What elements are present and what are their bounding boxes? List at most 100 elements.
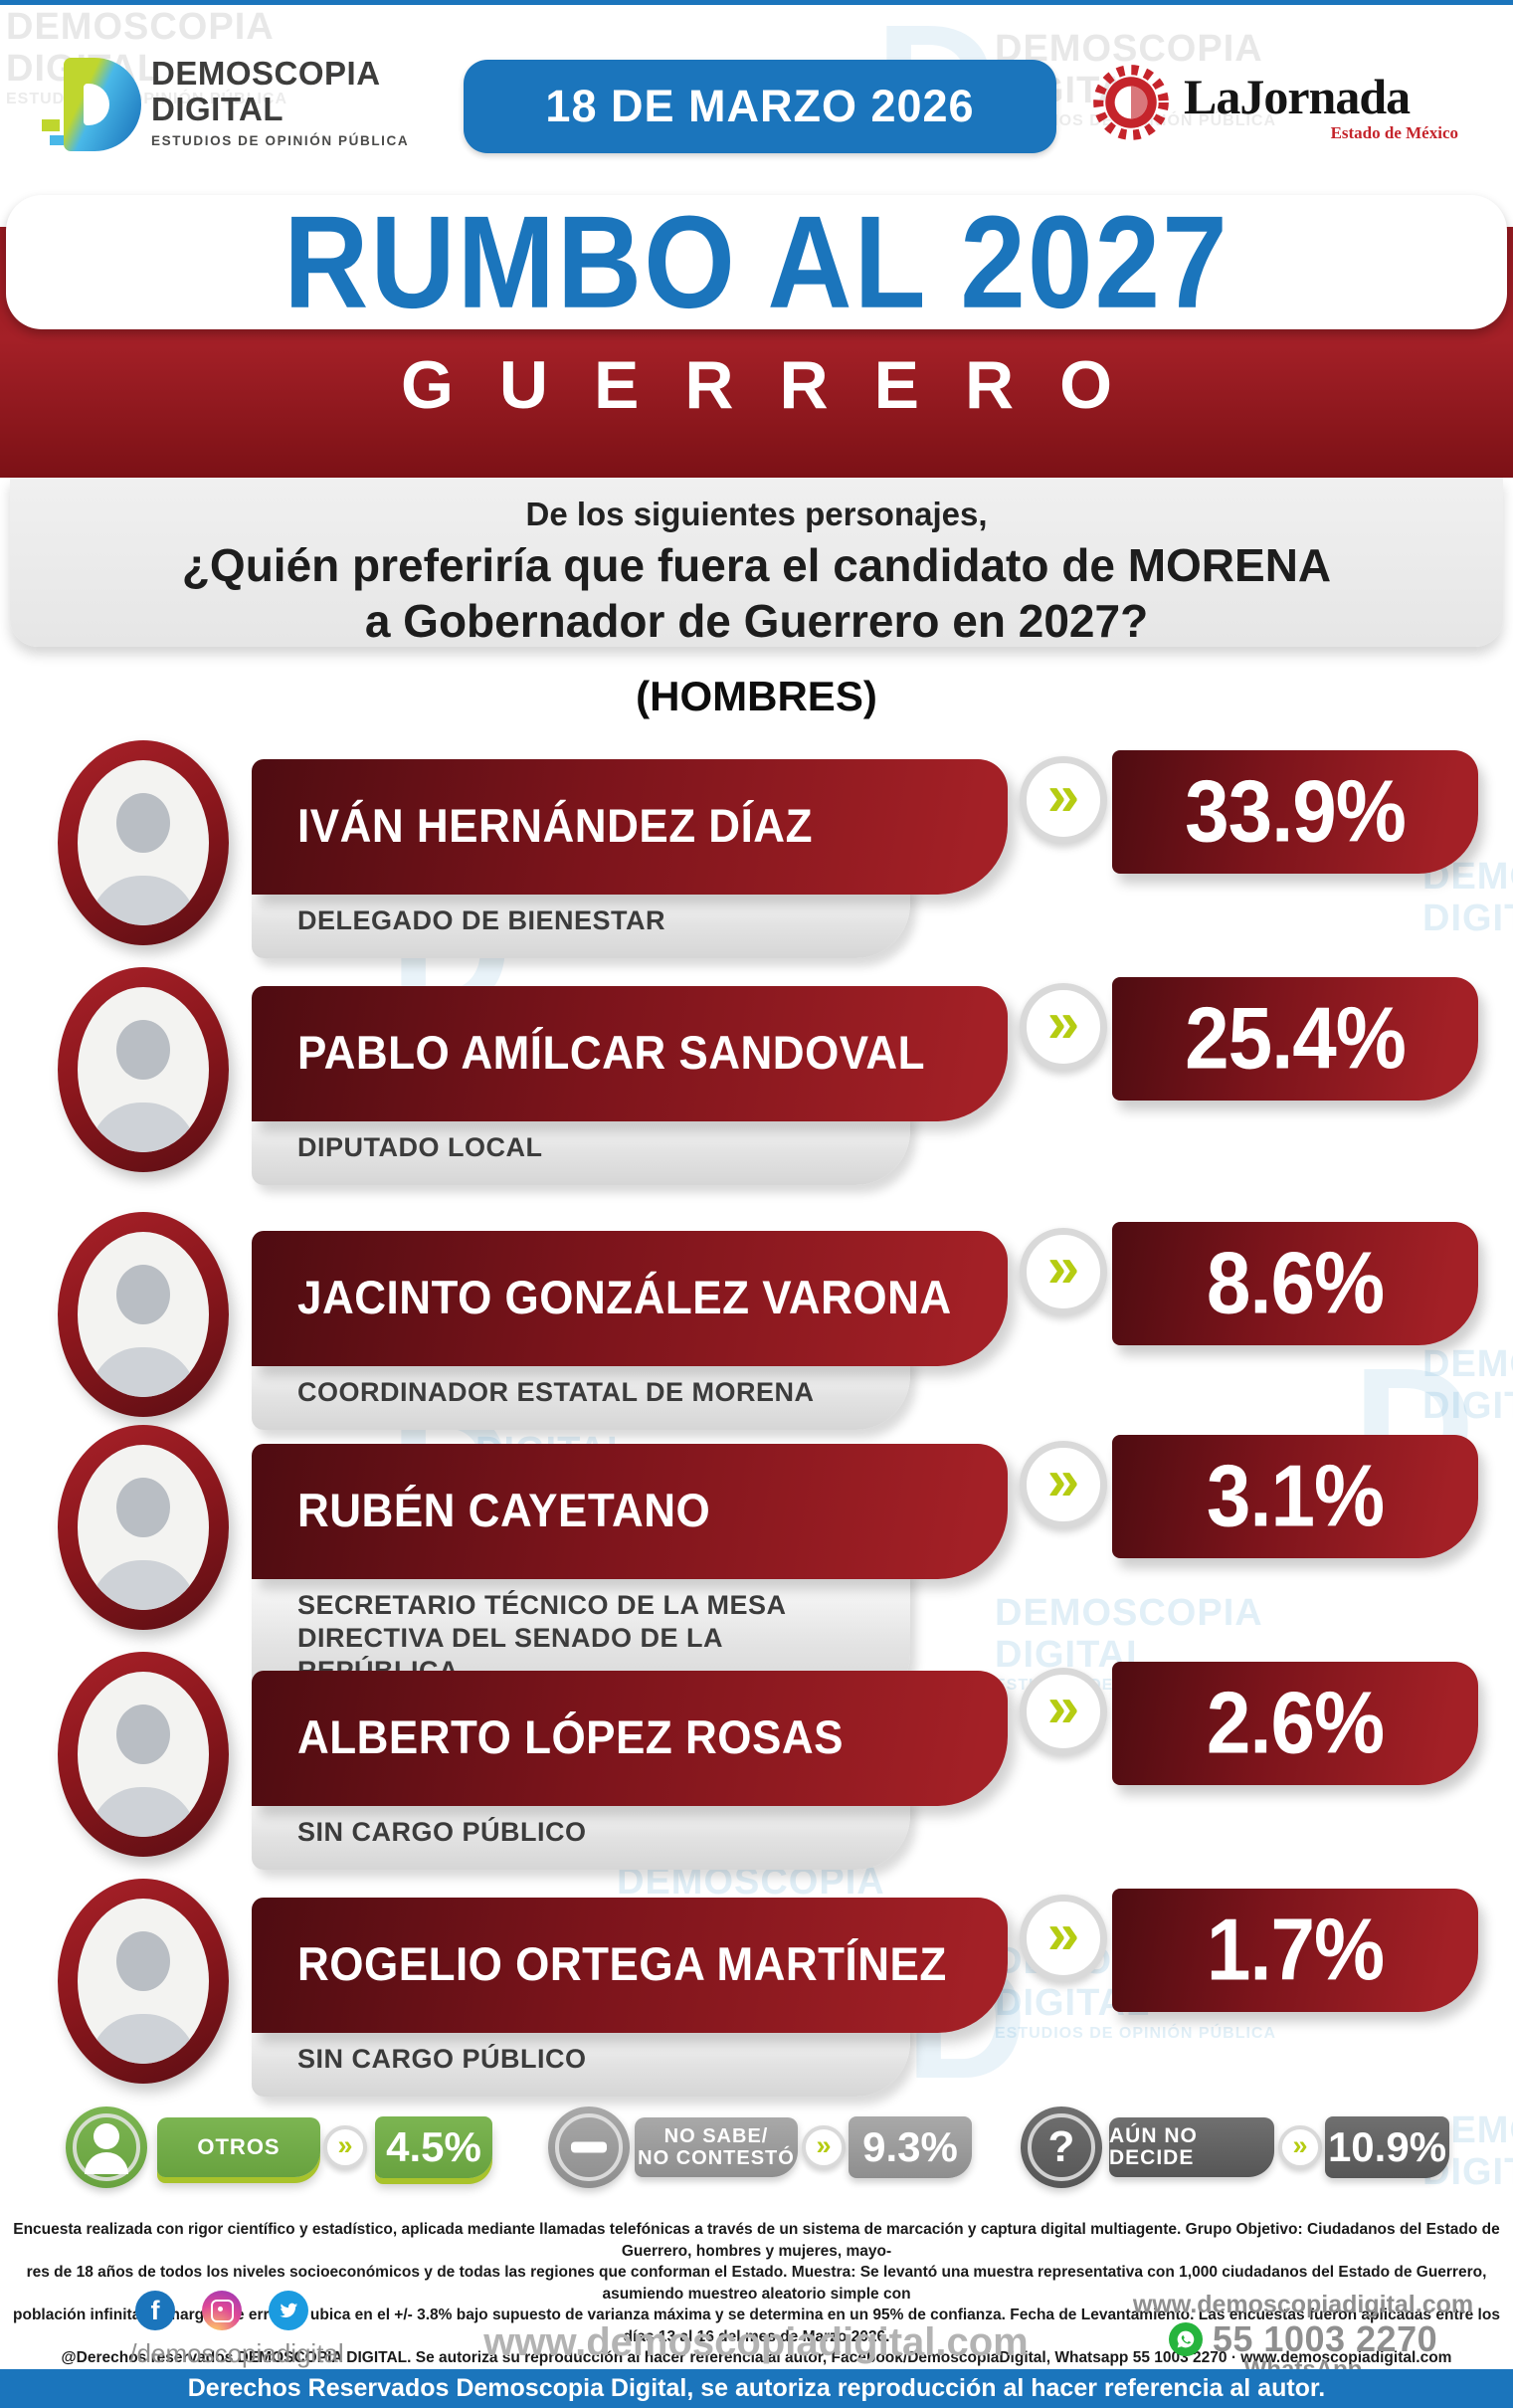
candidate-name: RUBÉN CAYETANO [297,1485,711,1537]
twitter-icon [269,2291,308,2330]
percentage-value: 25.4% [1185,989,1407,1088]
candidate-row: ALBERTO LÓPEZ ROSAS SIN CARGO PÚBLICO 2.… [0,1652,1513,1893]
demoscopia-logo-icon [42,58,141,153]
double-chevron-icon [1020,983,1107,1071]
double-chevron-icon [323,2125,367,2169]
whatsapp-icon [1168,2322,1203,2356]
candidate-row: JACINTO GONZÁLEZ VARONA COORDINADOR ESTA… [0,1212,1513,1453]
question-intro: De los siguientes personajes, [525,496,988,532]
candidate-name-bar: ALBERTO LÓPEZ ROSAS [252,1671,1008,1806]
la-jornada-sun-icon [1093,65,1169,140]
others-percentage: 4.5% [375,2116,492,2178]
whatsapp-number: 55 1003 2270 [1212,2318,1438,2359]
no-answer-bar: NO SABE/ NO CONTESTÓ [635,2117,798,2177]
social-handle: /demoscopiadigital [129,2338,344,2368]
question-line1: ¿Quién preferiría que fuera el candidato… [181,539,1332,591]
candidate-role: DIPUTADO LOCAL [297,1132,543,1162]
candidate-role-bar: DIPUTADO LOCAL [252,1110,910,1185]
no-answer-label-line2: NO CONTESTÓ [638,2147,795,2169]
candidate-photo [58,740,229,945]
minus-icon [571,2141,607,2153]
percentage-value: 1.7% [1206,1901,1385,1999]
undecided-percentage: 10.9% [1325,2116,1449,2178]
candidate-percentage: 3.1% [1112,1435,1478,1558]
candidate-name: ROGELIO ORTEGA MARTÍNEZ [297,1938,947,1991]
no-answer-percentage: 9.3% [849,2116,972,2178]
question-icon: ? [1047,2122,1075,2171]
no-answer-label-line1: NO SABE/ [663,2125,769,2147]
others-label: OTROS [197,2134,281,2159]
double-chevron-icon [1020,1441,1107,1528]
top-border [0,0,1513,5]
candidate-name: ALBERTO LÓPEZ ROSAS [297,1711,844,1764]
candidate-row: ROGELIO ORTEGA MARTÍNEZ SIN CARGO PÚBLIC… [0,1879,1513,2119]
candidate-role-bar: SIN CARGO PÚBLICO [252,1795,910,1870]
candidate-name-bar: JACINTO GONZÁLEZ VARONA [252,1231,1008,1366]
date-text: 18 DE MARZO 2026 [545,81,975,131]
candidate-percentage: 8.6% [1112,1222,1478,1345]
page-title: RUMBO AL 2027 [284,188,1229,336]
brand-subtitle: ESTUDIOS DE OPINIÓN PÚBLICA [151,133,410,148]
percentage-value: 3.1% [1206,1447,1385,1545]
candidate-name-bar: RUBÉN CAYETANO [252,1444,1008,1579]
brand-line1: DEMOSCOPIA [151,55,381,92]
brand-line2: DIGITAL [151,91,284,127]
double-chevron-icon [1020,1228,1107,1315]
candidate-name: JACINTO GONZÁLEZ VARONA [297,1272,952,1324]
candidate-role-bar: DELEGADO DE BIENESTAR [252,884,910,958]
candidate-role-bar: SIN CARGO PÚBLICO [252,2022,910,2097]
candidate-role-bar: COORDINADOR ESTATAL DE MORENA [252,1355,910,1430]
undecided-bar: AÚN NO DECIDE [1109,2117,1274,2177]
question-line2: a Gobernador de Guerrero en 2027? [364,595,1149,647]
double-chevron-icon [1020,756,1107,844]
candidate-percentage: 1.7% [1112,1889,1478,2012]
no-answer-circle [548,2107,630,2188]
double-chevron-icon [1020,1668,1107,1755]
candidate-role: SIN CARGO PÚBLICO [297,1817,587,1847]
candidate-photo [58,967,229,1172]
candidate-role: DELEGADO DE BIENESTAR [297,905,666,935]
section-label: (HOMBRES) [636,673,877,719]
candidate-percentage: 33.9% [1112,750,1478,874]
double-chevron-icon [1278,2125,1322,2169]
candidate-role: COORDINADOR ESTATAL DE MORENA [297,1377,815,1407]
candidate-percentage: 2.6% [1112,1662,1478,1785]
la-jornada-region: Estado de México [1330,123,1458,142]
candidate-name: PABLO AMÍLCAR SANDOVAL [297,1027,926,1080]
candidate-photo [58,1879,229,2084]
percentage-value: 33.9% [1185,762,1407,861]
facebook-icon: f [135,2291,175,2330]
candidate-name: IVÁN HERNÁNDEZ DÍAZ [297,800,813,853]
instagram-icon [202,2291,242,2330]
double-chevron-icon [802,2125,846,2169]
candidate-row: RUBÉN CAYETANO SECRETARIO TÉCNICO DE LA … [0,1425,1513,1708]
candidate-row: PABLO AMÍLCAR SANDOVAL DIPUTADO LOCAL 25… [0,967,1513,1208]
question-box [10,478,1503,647]
website-url-center: www.demoscopiadigital.com [483,2320,1029,2364]
candidate-photo [58,1652,229,1857]
candidate-photo [58,1425,229,1630]
percentage-value: 2.6% [1206,1674,1385,1772]
candidate-role: SIN CARGO PÚBLICO [297,2044,587,2074]
whatsapp-contact: 55 1003 2270 [1114,2318,1492,2360]
candidate-percentage: 25.4% [1112,977,1478,1101]
demoscopia-logo-text: DEMOSCOPIA DIGITAL ESTUDIOS DE OPINIÓN P… [151,55,410,149]
percentage-value: 8.6% [1206,1234,1385,1332]
la-jornada-logo: LaJornada Estado de México [1092,62,1490,157]
main-title-band: RUMBO AL 2027 [6,189,1507,335]
website-url-right: www.demoscopiadigital.com [1132,2291,1474,2318]
la-jornada-name: LaJornada [1184,69,1411,124]
candidate-name-bar: PABLO AMÍLCAR SANDOVAL [252,986,1008,1121]
others-circle [66,2107,147,2188]
double-chevron-icon [1020,1895,1107,1982]
candidate-name-bar: IVÁN HERNÁNDEZ DÍAZ [252,759,1008,895]
state-title: GUERRERO [401,347,1158,423]
date-badge: 18 DE MARZO 2026 [464,60,1056,153]
candidate-photo [58,1212,229,1417]
candidate-name-bar: ROGELIO ORTEGA MARTÍNEZ [252,1898,1008,2033]
undecided-circle: ? [1021,2107,1102,2188]
methodology-text: Encuesta realizada con rigor científico … [13,2221,1500,2366]
undecided-label: AÚN NO DECIDE [1109,2124,1198,2169]
copyright-bar: Derechos Reservados Demoscopia Digital, … [0,2369,1513,2408]
